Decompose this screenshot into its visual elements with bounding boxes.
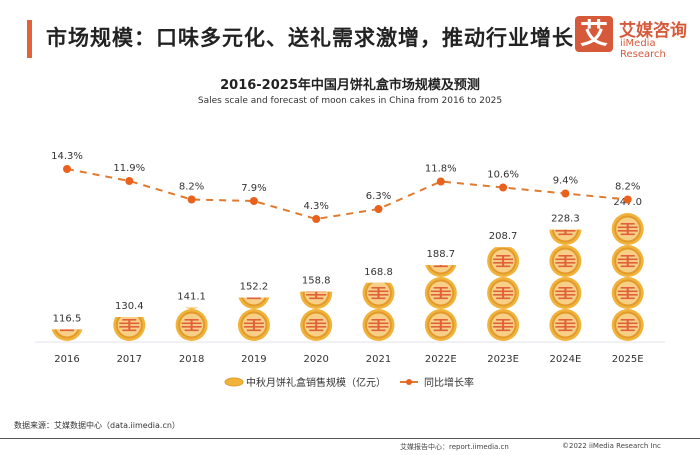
copyright: ©2022 iiMedia Research Inc bbox=[562, 442, 661, 450]
report-center: 艾媒报告中心：report.iimedia.cn bbox=[400, 443, 509, 451]
bar-2022E bbox=[424, 265, 457, 341]
bar-label: 152.2 bbox=[240, 282, 269, 293]
growth-line bbox=[66, 168, 628, 221]
bar-label: 158.8 bbox=[302, 276, 331, 287]
page-title: 市场规模：口味多元化、送礼需求激增，推动行业增长 bbox=[46, 26, 574, 50]
growth-label: 9.4% bbox=[553, 176, 578, 187]
x-tick-label: 2022E bbox=[425, 354, 457, 365]
growth-label: 8.2% bbox=[179, 182, 204, 193]
growth-point bbox=[63, 165, 71, 173]
growth-point bbox=[499, 183, 508, 192]
footer-divider bbox=[0, 438, 700, 439]
growth-label: 11.9% bbox=[113, 163, 145, 174]
bar-label: 130.4 bbox=[115, 301, 144, 312]
growth-point bbox=[374, 205, 383, 213]
x-tick-label: 2019 bbox=[241, 354, 266, 365]
x-tick-label: 2023E bbox=[487, 354, 519, 365]
legend-item-growth: 同比增长率 bbox=[400, 376, 474, 389]
logo-text-en: iiMedia Research bbox=[620, 38, 666, 60]
bar-label: 208.7 bbox=[489, 231, 518, 242]
x-tick-label: 2020 bbox=[303, 354, 328, 365]
x-tick-label: 2024E bbox=[550, 354, 582, 365]
x-tick-label: 2017 bbox=[117, 354, 142, 365]
growth-point bbox=[249, 197, 258, 205]
growth-point bbox=[436, 177, 445, 186]
growth-label: 14.3% bbox=[51, 151, 83, 162]
bar-2023E bbox=[487, 247, 520, 341]
bar-2025E bbox=[611, 213, 644, 341]
x-tick-label: 2021 bbox=[366, 354, 391, 365]
growth-label: 6.3% bbox=[366, 191, 391, 202]
bar-2021 bbox=[362, 282, 395, 341]
growth-label: 4.3% bbox=[303, 201, 328, 212]
growth-point bbox=[187, 195, 196, 204]
bar-2020 bbox=[300, 291, 333, 341]
bar-2017 bbox=[113, 317, 146, 341]
chart-subtitle: Sales scale and forecast of moon cakes i… bbox=[197, 96, 503, 106]
x-tick-label: 2016 bbox=[54, 354, 79, 365]
x-tick-label: 2018 bbox=[179, 354, 204, 365]
growth-label: 8.2% bbox=[615, 182, 640, 193]
bar-2019 bbox=[237, 297, 270, 341]
growth-label: 11.8% bbox=[425, 164, 457, 175]
bar-2016 bbox=[51, 329, 83, 341]
legend-item-sales: 中秋月饼礼盒销售规模（亿元） bbox=[224, 376, 386, 389]
growth-label: 10.6% bbox=[487, 170, 519, 181]
bar-label: 228.3 bbox=[551, 214, 580, 225]
data-source: 数据来源：艾媒数据中心（data.iimedia.cn） bbox=[14, 421, 180, 430]
bar-2018 bbox=[175, 307, 208, 341]
svg-text:同比增长率: 同比增长率 bbox=[424, 376, 474, 389]
bar-label: 188.7 bbox=[426, 249, 455, 260]
growth-point bbox=[312, 215, 321, 223]
chart-title: 2016-2025年中国月饼礼盒市场规模及预测 bbox=[220, 78, 480, 93]
logo-text-cn: 艾媒咨询 bbox=[619, 21, 687, 41]
bar-label: 116.5 bbox=[53, 313, 82, 324]
title-accent-bar bbox=[27, 20, 32, 58]
bar-2024E bbox=[549, 229, 582, 341]
bar-label: 141.1 bbox=[177, 291, 206, 302]
bar-label: 168.8 bbox=[364, 267, 393, 278]
growth-point bbox=[125, 177, 134, 185]
growth-label: 7.9% bbox=[241, 183, 266, 194]
svg-text:中秋月饼礼盒销售规模（亿元）: 中秋月饼礼盒销售规模（亿元） bbox=[246, 376, 386, 389]
x-tick-label: 2025E bbox=[612, 354, 644, 365]
growth-point bbox=[561, 189, 570, 198]
logo-icon: 艾 bbox=[575, 16, 613, 52]
growth-point bbox=[623, 195, 632, 204]
